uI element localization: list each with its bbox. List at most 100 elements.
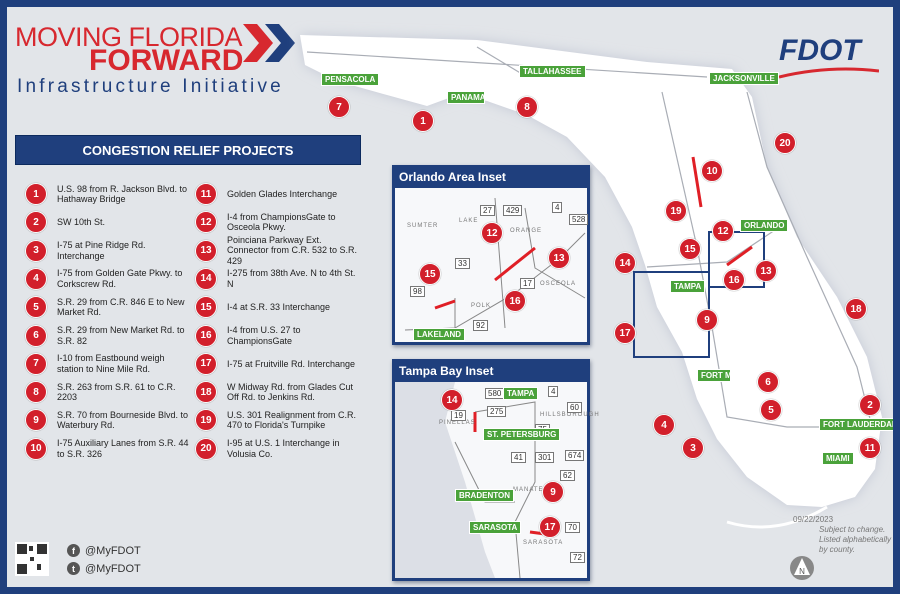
city-label-jacksonville: JACKSONVILLE bbox=[709, 72, 779, 85]
route-shield: 301 bbox=[535, 452, 555, 463]
map-marker-8[interactable]: 8 bbox=[516, 96, 538, 118]
city-label-sarasota: SARASOTA bbox=[469, 521, 522, 534]
project-item: 12 I-4 from ChampionsGate to Osceola Pkwy… bbox=[195, 207, 360, 237]
map-marker-17[interactable]: 17 bbox=[614, 322, 636, 344]
infographic: MOVING FLORIDA FORWARD Infrastructure In… bbox=[7, 7, 893, 587]
city-label-bradenton: BRADENTON bbox=[455, 489, 514, 502]
inset-marker-17[interactable]: 17 bbox=[539, 516, 561, 538]
project-description: S.R. 29 from C.R. 846 E to New Market Rd… bbox=[57, 296, 185, 318]
inset-marker-9[interactable]: 9 bbox=[542, 481, 564, 503]
project-description: S.R. 70 from Bourneside Blvd. to Waterbu… bbox=[57, 409, 189, 431]
map-marker-5[interactable]: 5 bbox=[760, 399, 782, 421]
map-marker-7[interactable]: 7 bbox=[328, 96, 350, 118]
project-item: 10 I-75 Auxiliary Lanes from S.R. 44 to S… bbox=[25, 434, 190, 464]
project-number-badge: 1 bbox=[25, 183, 47, 205]
north-arrow-icon: N bbox=[790, 556, 814, 580]
facebook-icon: f bbox=[67, 544, 80, 557]
project-item: 17 I-75 at Fruitville Rd. Interchange bbox=[195, 349, 360, 379]
map-marker-9[interactable]: 9 bbox=[696, 309, 718, 331]
project-number-badge: 20 bbox=[195, 437, 217, 460]
project-number-badge: 17 bbox=[195, 352, 217, 375]
county-label: SARASOTA bbox=[523, 540, 564, 546]
note-date: 09/22/2023 bbox=[793, 515, 834, 524]
map-marker-18[interactable]: 18 bbox=[845, 298, 867, 320]
project-item: 9 S.R. 70 from Bourneside Blvd. to Waterb… bbox=[25, 405, 190, 435]
route-shield: 4 bbox=[548, 386, 559, 397]
project-description: I-75 at Fruitville Rd. Interchange bbox=[227, 358, 356, 369]
project-description: I-75 from Golden Gate Pkwy. to Corkscrew… bbox=[57, 268, 183, 289]
project-description: I-10 from Eastbound weigh station to Nin… bbox=[57, 353, 165, 374]
project-description: I-4 from U.S. 27 to ChampionsGate bbox=[227, 325, 301, 346]
city-label-fort-lauderdale: FORT LAUDERDALE bbox=[819, 418, 893, 431]
route-shield: 70 bbox=[565, 522, 580, 533]
map-marker-11[interactable]: 11 bbox=[859, 437, 881, 459]
map-marker-6[interactable]: 6 bbox=[757, 371, 779, 393]
project-item: 5 S.R. 29 from C.R. 846 E to New Market R… bbox=[25, 292, 190, 322]
city-label-tampa-inset: TAMPA bbox=[503, 387, 539, 400]
county-label: LAKE bbox=[459, 218, 479, 224]
inset-marker-12[interactable]: 12 bbox=[481, 222, 503, 244]
project-item: 7 I-10 from Eastbound weigh station to Ni… bbox=[25, 349, 190, 379]
map-marker-15[interactable]: 15 bbox=[679, 238, 701, 260]
project-description: U.S. 98 from R. Jackson Blvd. to Hathawa… bbox=[57, 183, 188, 205]
route-shield: 92 bbox=[473, 320, 488, 331]
project-number-badge: 8 bbox=[25, 381, 47, 404]
city-label-st-petersburg: ST. PETERSBURG bbox=[483, 428, 561, 441]
map-marker-1[interactable]: 1 bbox=[412, 110, 434, 132]
project-description: I-75 Auxiliary Lanes from S.R. 44 to S.R… bbox=[57, 438, 189, 459]
qr-code-icon[interactable] bbox=[15, 542, 49, 576]
route-shield: 674 bbox=[565, 450, 585, 461]
map-marker-16[interactable]: 16 bbox=[723, 269, 745, 291]
map-marker-4[interactable]: 4 bbox=[653, 414, 675, 436]
inset-marker-13[interactable]: 13 bbox=[548, 247, 570, 269]
county-label: HILLSBOROUGH bbox=[540, 412, 600, 418]
tampa-inset-title: Tampa Bay Inset bbox=[395, 362, 587, 382]
project-number-badge: 10 bbox=[25, 437, 47, 460]
project-item: 11 Golden Glades Interchange bbox=[195, 179, 360, 209]
map-note: 09/22/2023 Subject to change. Listed alp… bbox=[793, 515, 893, 555]
fdot-logo: FDOT bbox=[779, 34, 861, 67]
project-description: I-95 at U.S. 1 Interchange in Volusia Co… bbox=[227, 438, 340, 459]
project-description: S.R. 29 from New Market Rd. to S.R. 82 bbox=[57, 325, 185, 346]
map-marker-10[interactable]: 10 bbox=[701, 160, 723, 182]
map-marker-3[interactable]: 3 bbox=[682, 437, 704, 459]
map-marker-13[interactable]: 13 bbox=[755, 260, 777, 282]
project-item: 19 U.S. 301 Realignment from C.R. 470 to … bbox=[195, 405, 360, 435]
project-item: 3 I-75 at Pine Ridge Rd. Interchange bbox=[25, 236, 190, 266]
inset-marker-15[interactable]: 15 bbox=[419, 263, 441, 285]
map-marker-19[interactable]: 19 bbox=[665, 200, 687, 222]
map-marker-2[interactable]: 2 bbox=[859, 394, 881, 416]
inset-marker-14[interactable]: 14 bbox=[441, 389, 463, 411]
project-number-badge: 2 bbox=[25, 211, 47, 234]
route-shield: 72 bbox=[570, 552, 585, 563]
map-marker-14[interactable]: 14 bbox=[614, 252, 636, 274]
route-shield: 60 bbox=[567, 402, 582, 413]
project-number-badge: 5 bbox=[25, 296, 47, 319]
project-description: Golden Glades Interchange bbox=[227, 188, 338, 199]
note-line-2: Listed alphabetically by county. bbox=[819, 535, 892, 554]
map-marker-12[interactable]: 12 bbox=[712, 220, 734, 242]
county-label: SUMTER bbox=[407, 223, 439, 229]
note-line-1: Subject to change. bbox=[819, 525, 886, 534]
title-line-1: MOVING FLORIDA bbox=[15, 22, 243, 52]
route-shield: 19 bbox=[451, 410, 466, 421]
route-shield: 528 bbox=[569, 214, 589, 225]
svg-text:N: N bbox=[799, 567, 805, 576]
map-marker-20[interactable]: 20 bbox=[774, 132, 796, 154]
city-label-tallahassee: TALLAHASSEE bbox=[519, 65, 586, 78]
route-shield: 27 bbox=[480, 205, 495, 216]
project-description: Poinciana Parkway Ext. Connector from C.… bbox=[227, 234, 358, 266]
project-description: I-75 at Pine Ridge Rd. Interchange bbox=[57, 240, 146, 261]
project-item: 8 S.R. 263 from S.R. 61 to C.R. 2203 bbox=[25, 377, 190, 407]
project-description: I-4 from ChampionsGate to Osceola Pkwy. bbox=[227, 211, 336, 233]
twitter-link[interactable]: t @MyFDOT bbox=[67, 562, 141, 575]
project-description: W Midway Rd. from Glades Cut Off Rd. to … bbox=[227, 381, 354, 403]
chevron-logo-icon bbox=[243, 24, 295, 62]
county-label: PINELLAS bbox=[439, 420, 476, 426]
project-number-badge: 4 bbox=[25, 267, 47, 290]
inset-marker-16[interactable]: 16 bbox=[504, 290, 526, 312]
facebook-link[interactable]: f @MyFDOT bbox=[67, 544, 141, 557]
project-number-badge: 9 bbox=[25, 409, 47, 432]
route-shield: 41 bbox=[511, 452, 526, 463]
project-description: S.R. 263 from S.R. 61 to C.R. 2203 bbox=[57, 381, 176, 403]
